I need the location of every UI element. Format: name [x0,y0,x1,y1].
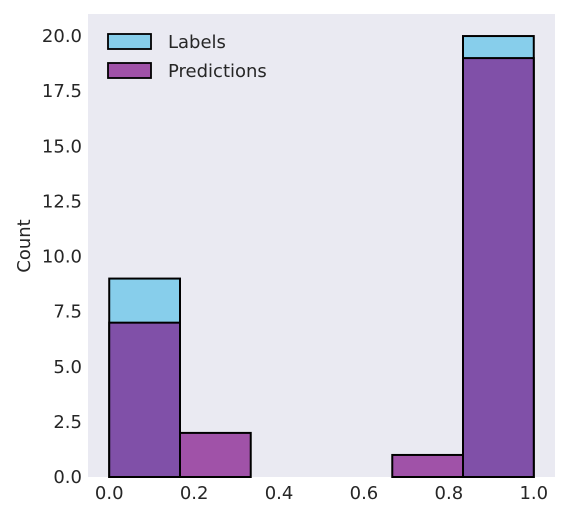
x-tick-label: 0.4 [265,483,294,504]
legend-label: Labels [168,32,226,53]
y-tick-label: 15.0 [42,136,82,157]
x-tick-label: 0.8 [435,483,464,504]
y-tick-label: 17.5 [42,81,82,102]
y-tick-label: 20.0 [42,26,82,47]
y-tick-labels: 0.0 2.5 5.0 7.5 10.0 12.5 15.0 17.5 20.0 [42,26,82,488]
y-tick-label: 10.0 [42,247,82,268]
x-tick-label: 1.0 [519,483,548,504]
x-tick-label: 0.2 [180,483,209,504]
bar-predictions-bin-1 [178,431,252,478]
legend-swatch [107,33,152,50]
legend-label: Predictions [168,61,267,82]
legend: Labels Predictions [107,32,267,82]
x-tick-label: 0.6 [350,483,379,504]
bar-predictions-bin-5 [462,57,535,478]
y-tick-label: 2.5 [53,412,82,433]
bars-layer [108,35,535,479]
y-axis-label: Count [14,219,35,272]
y-tick-label: 0.0 [53,467,82,488]
bar-predictions-bin-4 [391,453,465,479]
y-tick-label: 12.5 [42,191,82,212]
legend-swatch [107,62,152,79]
x-tick-labels: 0.0 0.2 0.4 0.6 0.8 1.0 [95,483,548,504]
y-tick-label: 5.0 [53,357,82,378]
y-tick-label: 7.5 [53,302,82,323]
bar-predictions-bin-0 [108,321,181,478]
x-tick-label: 0.0 [95,483,124,504]
